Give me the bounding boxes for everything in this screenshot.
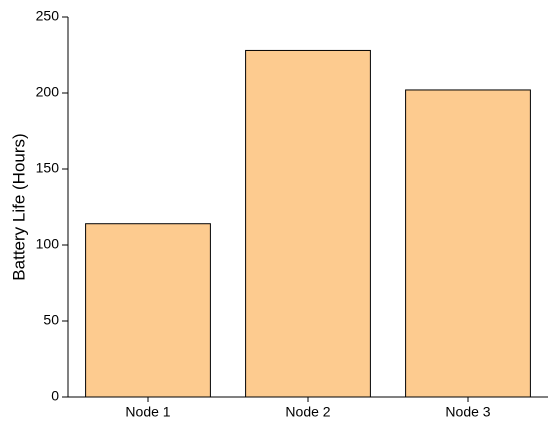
y-axis-title: Battery Life (Hours)	[9, 133, 28, 280]
bar	[405, 89, 531, 398]
y-tick-label: 100	[36, 236, 60, 252]
bar	[245, 49, 371, 398]
y-tick-label: 50	[43, 312, 59, 328]
y-tick-label: 0	[51, 388, 59, 404]
y-tick-label: 150	[36, 160, 60, 176]
bar	[85, 223, 211, 398]
x-tick-label: Node 1	[125, 404, 170, 420]
y-tick-label: 200	[36, 84, 60, 100]
x-tick-label: Node 2	[285, 404, 330, 420]
x-tick-label: Node 3	[445, 404, 490, 420]
y-tick-label: 250	[36, 8, 60, 24]
